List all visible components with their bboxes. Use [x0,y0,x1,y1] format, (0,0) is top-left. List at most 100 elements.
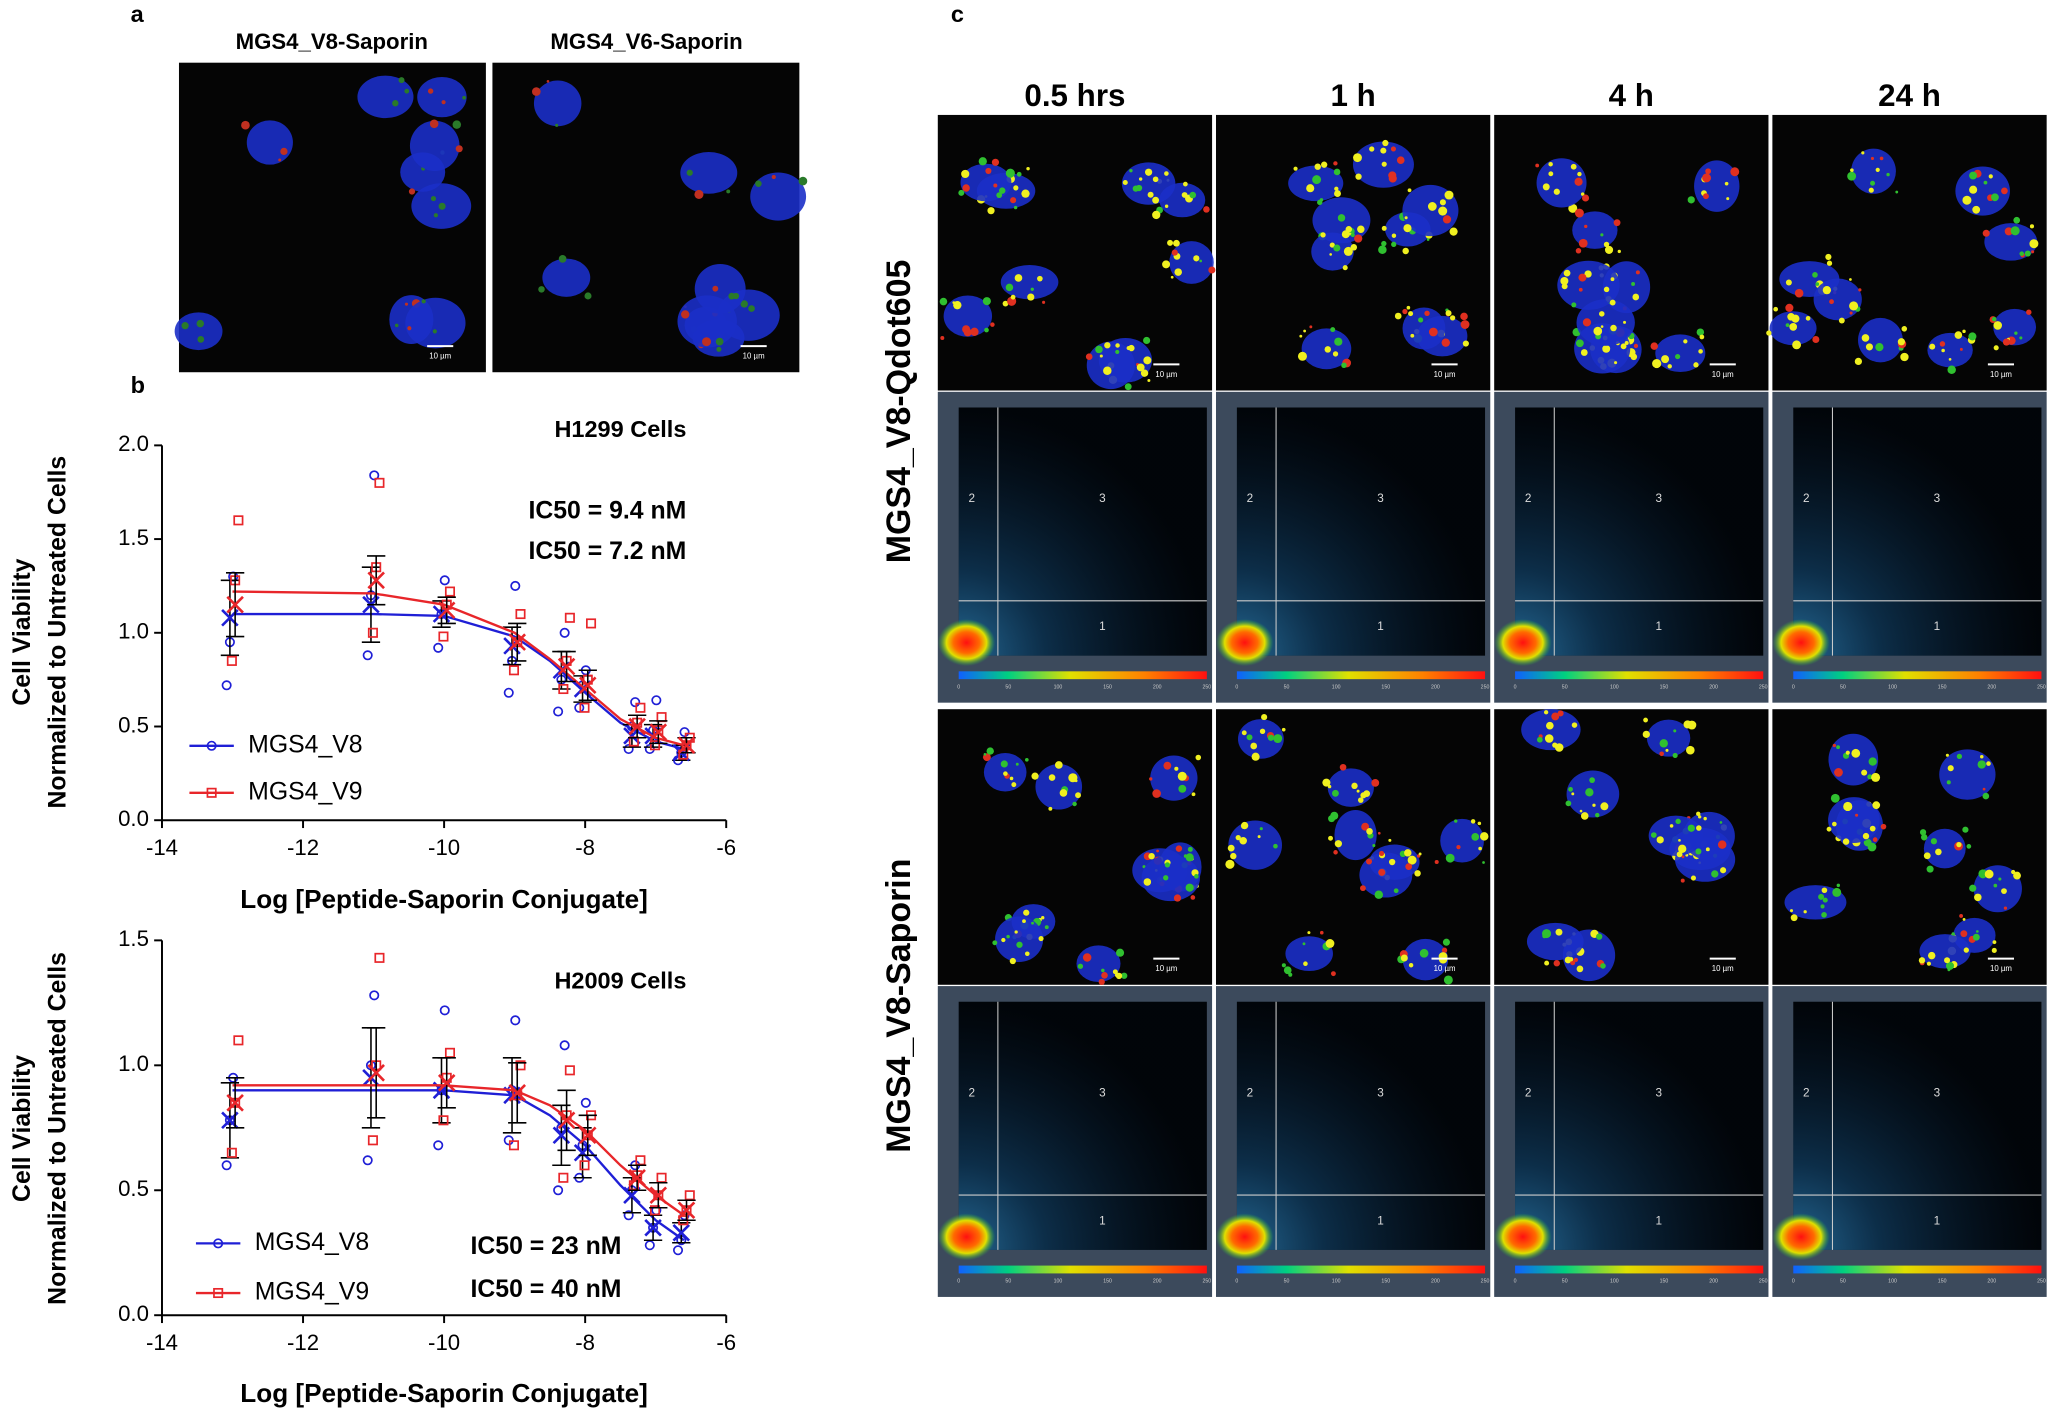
vesicle [1307,931,1311,935]
vesicle [1427,202,1437,211]
vesicle [1642,730,1650,738]
nucleus [677,295,737,348]
vesicle [740,300,746,307]
y-tick-label: 1.5 [118,525,149,550]
vesicle [1001,937,1006,943]
vesicle [1152,176,1159,183]
vesicle [196,319,205,328]
annotation: IC50 = 23 nM [471,1233,622,1260]
vesicle [1329,242,1335,248]
colorbar [1793,1265,2042,1274]
vesicle [978,157,987,166]
vesicle [1445,310,1452,317]
vesicle [1379,850,1385,857]
colorbar-tick: 50 [1005,1279,1011,1285]
colorbar-tick: 50 [1840,1279,1846,1285]
vesicle [1962,329,1966,334]
replicate-point [226,655,237,666]
vesicle [1181,192,1188,198]
vesicle [1544,960,1550,966]
replicate-point [439,575,450,586]
colorbar-tick: 250 [1481,1279,1490,1285]
vesicle [1357,225,1365,233]
vesicle [1085,353,1093,361]
nucleus [1086,341,1135,390]
vesicle [1129,168,1133,173]
vesicle [1832,887,1842,897]
vesicle [1926,961,1932,966]
vesicle [716,346,722,352]
vesicle [1895,190,1899,194]
vesicle [1302,942,1306,946]
vesicle [1948,358,1952,361]
vesicle [1633,343,1639,349]
vesicle [1698,815,1702,819]
hot-spot [1772,1213,1830,1261]
panel-label: a [131,1,145,27]
vesicle [1334,186,1339,191]
mean-marker [649,723,668,741]
vesicle [1683,339,1688,344]
vesicle [990,322,995,327]
vesicle [1845,750,1850,755]
nucleus [1828,797,1880,843]
nucleus [1402,938,1449,981]
vesicle [1555,928,1563,936]
vesicle [1596,933,1603,940]
vesicle [1849,311,1853,315]
replicate-point [579,1160,590,1171]
vesicle [1259,728,1266,734]
vesicle [1025,757,1029,762]
vesicle [1766,330,1772,336]
vesicle [1444,190,1454,200]
vesicle [462,95,466,100]
vesicle [1010,197,1017,204]
vesicle [1576,965,1584,973]
vesicle [1115,972,1123,980]
y-tick-label: 0.5 [118,712,149,737]
vesicle [1454,819,1458,823]
vesicle [1031,772,1039,780]
vesicle [1617,249,1621,254]
fit-curve [232,1084,685,1217]
vesicle [538,286,545,293]
vesicle [1402,308,1408,315]
vesicle [1610,324,1617,332]
quadrant-label: 1 [1099,620,1106,633]
vesicle [1251,752,1260,761]
vesicle [1341,362,1347,369]
vesicle [1966,844,1972,849]
mean-marker [226,595,244,614]
vesicle [1790,914,1798,922]
quadrant-label: 1 [1099,1214,1106,1227]
vesicle [1208,266,1216,274]
vesicle [1380,147,1387,154]
colorbar-tick: 250 [1202,1279,1211,1285]
quadrant-label: 2 [1803,1086,1810,1099]
replicate-point [650,740,661,751]
vesicle [1441,338,1450,347]
colorbar-tick: 250 [1481,684,1490,690]
replicate-point [684,1190,695,1201]
vesicle [1553,188,1560,195]
vesicle [2004,227,2013,236]
vesicle [1593,326,1603,336]
legend-label: MGS4_V9 [255,1279,369,1306]
vesicle [1584,270,1592,278]
micrograph: 10 µm [492,62,808,373]
vesicle [1449,227,1458,236]
nucleus [246,120,293,165]
x-axis-label: Log [Peptide-Saporin Conjugate] [240,884,648,914]
nucleus [1851,148,1896,194]
vesicle [1185,883,1194,892]
vesicle [429,119,439,129]
vesicle [1675,353,1681,360]
vesicle [1225,859,1235,869]
vesicle [1424,310,1430,316]
vesicle [1584,224,1588,229]
x-tick-label: -6 [716,835,736,860]
colorbar-tick: 200 [1153,684,1162,690]
vesicle [999,187,1006,194]
vesicle [1174,766,1179,771]
